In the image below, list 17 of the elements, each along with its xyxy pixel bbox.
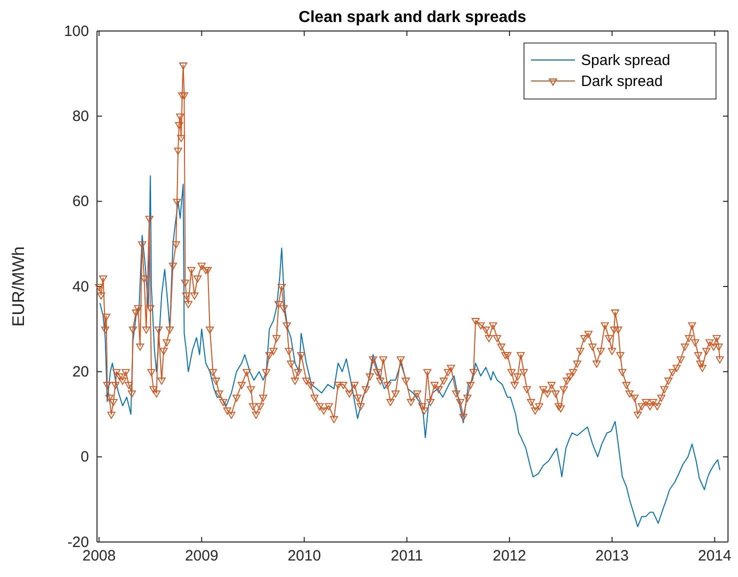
x-tick-label: 2013 <box>595 548 629 565</box>
line-series <box>100 175 720 528</box>
legend-label: Spark spread <box>581 52 670 69</box>
y-axis-title: EUR/MWh <box>9 246 28 327</box>
y-tick-label: 100 <box>64 22 89 40</box>
y-tick-label: 80 <box>72 108 89 125</box>
x-tick-label: 2014 <box>698 548 732 565</box>
legend-label: Dark spread <box>581 73 663 90</box>
x-tick-label: 2010 <box>288 548 321 565</box>
y-tick-label: 20 <box>72 363 89 380</box>
x-tick-label: 2012 <box>492 548 526 565</box>
y-tick-label: 60 <box>72 193 89 210</box>
chart-title: Clean spark and dark spreads <box>298 9 526 26</box>
y-tick-label: 40 <box>72 278 89 296</box>
y-tick-label: 0 <box>80 448 89 466</box>
x-tick-label: 2009 <box>184 548 218 565</box>
x-tick-label: 2011 <box>390 548 423 565</box>
